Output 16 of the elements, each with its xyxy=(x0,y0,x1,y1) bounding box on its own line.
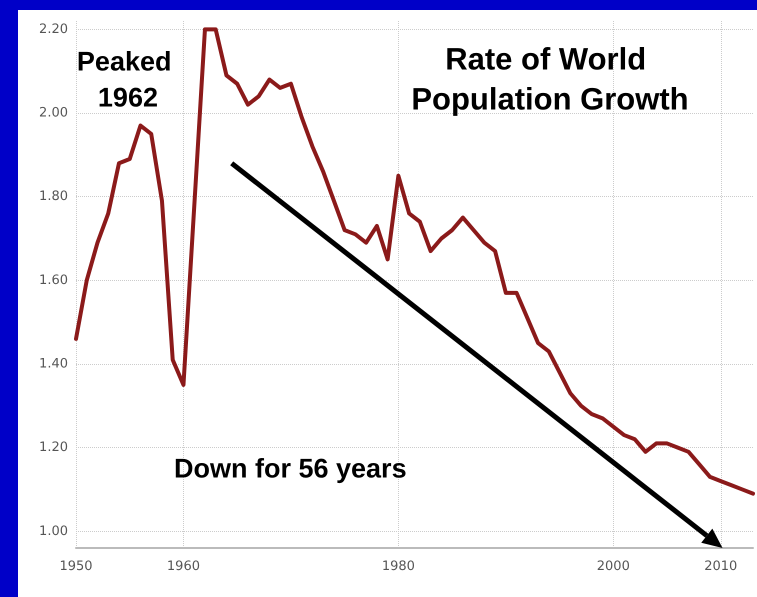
x-tick-label: 2010 xyxy=(704,559,738,574)
y-tick-label: 2.00 xyxy=(39,106,68,121)
y-tick-label: 1.00 xyxy=(39,524,68,539)
annotation: Down for 56 years xyxy=(174,454,407,484)
y-tick-label: 1.40 xyxy=(39,356,68,372)
y-tick-label: 1.20 xyxy=(39,440,68,456)
x-tick-label: 2000 xyxy=(596,559,630,574)
x-tick-label: 1950 xyxy=(59,559,93,574)
y-tick-label: 2.20 xyxy=(39,22,68,37)
annotation: Peaked 1962 xyxy=(76,46,179,112)
line-series xyxy=(74,27,755,496)
y-tick-label: 1.80 xyxy=(39,189,68,204)
text: Rate of World Population Growth xyxy=(411,42,689,116)
y-tick-label: 1.60 xyxy=(39,272,68,288)
x-tick-label: 1980 xyxy=(382,559,415,574)
x-tick-label: 1960 xyxy=(166,559,200,574)
